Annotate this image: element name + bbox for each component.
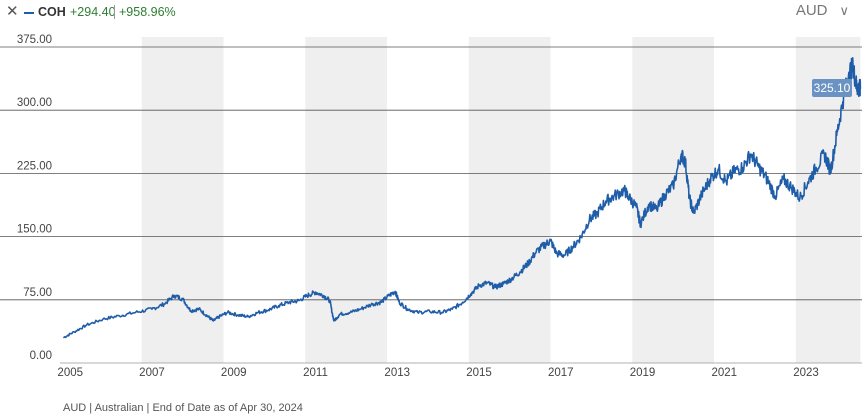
x-tick-label: 2023 [793,367,819,379]
y-tick-label: 375.00 [17,34,52,46]
last-value-callout [812,79,852,98]
shaded-band-1 [305,37,388,363]
y-tick-label: 75.00 [23,287,52,299]
x-tick-label: 2013 [384,367,410,379]
close-icon[interactable]: ✕ [6,3,19,20]
x-tick-label: 2009 [221,367,247,379]
currency-selector[interactable]: AUD ∨ [796,2,849,20]
price-change: +294.40 [70,5,116,19]
y-tick-label: 150.00 [17,224,52,236]
header-divider [114,5,115,19]
last-value-label: 325.10 [814,81,851,95]
y-tick-label: 0.00 [30,350,52,362]
x-tick-label: 2019 [630,367,656,379]
y-tick-label: 225.00 [17,160,52,172]
x-tick-label: 2021 [711,367,737,379]
shaded-band-0 [141,37,224,363]
x-tick-label: 2015 [466,367,492,379]
x-tick-label: 2005 [57,367,83,379]
x-tick-label: 2017 [548,367,574,379]
x-tick-label: 2011 [303,367,328,379]
percent-change: +958.96% [119,5,176,19]
ticker-label: COH [38,5,66,19]
shaded-band-3 [632,37,715,363]
y-tick-label: 300.00 [17,97,52,109]
chart-header: ✕ COH +294.40 +958.96% AUD ∨ [0,0,865,26]
shaded-band-2 [468,37,551,363]
series-swatch [24,12,34,14]
chevron-down-icon: ∨ [839,3,849,18]
currency-label: AUD [795,2,828,19]
series-line-coh [62,57,862,339]
footer-note: AUD | Australian | End of Date as of Apr… [63,402,303,414]
x-tick-label: 2007 [139,367,165,379]
